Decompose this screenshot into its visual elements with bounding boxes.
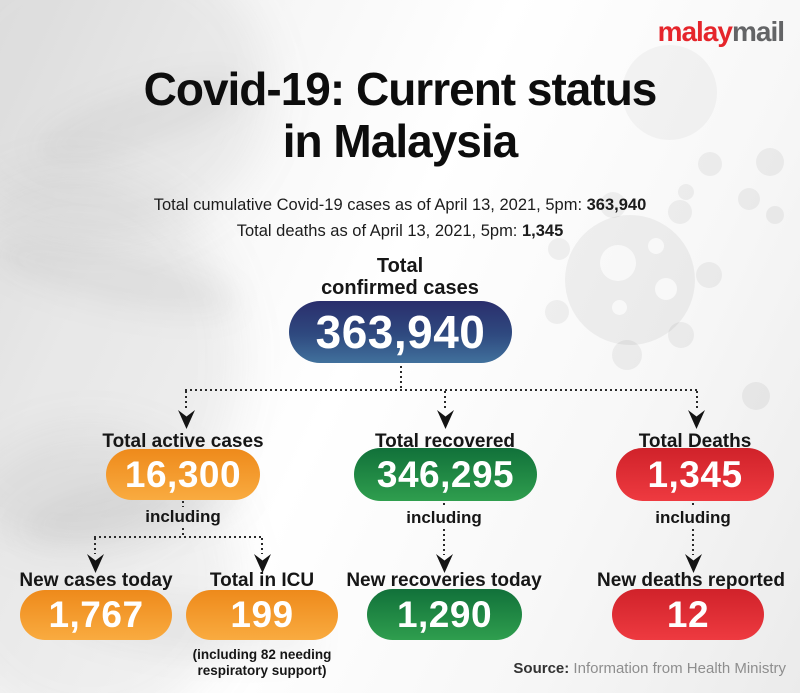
logo-malay-text: malay bbox=[657, 16, 733, 47]
connector-recovered-stem bbox=[444, 391, 446, 410]
virus-watermark-dot bbox=[766, 206, 784, 224]
subtitle-line-1: Total cumulative Covid-19 cases as of Ap… bbox=[50, 196, 750, 215]
new-cases-today-pill: 1,767 bbox=[20, 590, 172, 640]
total-deaths-pill: 1,345 bbox=[616, 448, 774, 501]
connector-active-stem bbox=[185, 391, 187, 410]
total-in-icu-pill: 199 bbox=[186, 590, 338, 640]
virus-watermark-dot bbox=[738, 188, 760, 210]
virus-watermark-spike bbox=[668, 200, 692, 224]
connector-new-cases-stem bbox=[94, 538, 96, 554]
icu-note-line-1: (including 82 needing bbox=[192, 647, 332, 662]
arrow-down-icon bbox=[437, 410, 454, 429]
connector-active-including-b bbox=[182, 528, 184, 538]
new-recoveries-today-label: New recoveries today bbox=[346, 570, 542, 591]
virus-watermark-spike bbox=[548, 238, 570, 260]
total-active-cases-label: Total active cases bbox=[102, 431, 264, 452]
connector-branch-rail bbox=[185, 389, 698, 391]
total-recovered-value: 346,295 bbox=[376, 453, 515, 495]
total-active-cases-value: 16,300 bbox=[124, 453, 242, 495]
source-credit: Source: Information from Health Ministry bbox=[513, 660, 786, 677]
virus-watermark-dot bbox=[678, 184, 694, 200]
new-recoveries-today-pill: 1,290 bbox=[367, 589, 522, 640]
title-line-1: Covid-19: Current status bbox=[143, 63, 658, 115]
icu-note: (including 82 needing respiratory support… bbox=[172, 647, 352, 679]
new-deaths-reported-today-pill: 12 bbox=[612, 589, 764, 640]
page-title: Covid-19: Current status in Malaysia bbox=[50, 63, 750, 167]
connector-recovered-including-a bbox=[443, 503, 445, 508]
arrow-down-icon bbox=[688, 410, 705, 429]
total-confirmed-cases-pill: 363,940 bbox=[289, 301, 512, 363]
subtitle-line-1-value: 363,940 bbox=[586, 196, 647, 214]
total-active-cases-pill: 16,300 bbox=[106, 449, 260, 500]
virus-watermark-pore bbox=[600, 245, 636, 281]
total-deaths-value: 1,345 bbox=[647, 453, 743, 495]
subtitle-line-2-value: 1,345 bbox=[521, 222, 564, 240]
connector-deaths-including-b bbox=[692, 529, 694, 555]
recovered-including-label: including bbox=[406, 508, 482, 527]
connector-recovered-including-b bbox=[443, 529, 445, 555]
total-confirmed-cases-label: Total confirmed cases bbox=[250, 255, 550, 299]
title-line-2: in Malaysia bbox=[282, 114, 518, 167]
connector-deaths-including-a bbox=[692, 503, 694, 508]
total-confirmed-label-line-1: Total bbox=[376, 255, 424, 277]
virus-watermark-dot bbox=[756, 148, 784, 176]
connector-active-split-rail bbox=[94, 536, 263, 538]
subtitle-line-2: Total deaths as of April 13, 2021, 5pm: … bbox=[50, 222, 750, 241]
virus-watermark-spike bbox=[612, 340, 642, 370]
icu-note-line-2: respiratory support) bbox=[197, 663, 327, 679]
connector-root-stem bbox=[400, 366, 402, 389]
connector-icu-stem bbox=[261, 538, 263, 554]
total-recovered-pill: 346,295 bbox=[354, 448, 537, 501]
virus-watermark-dot bbox=[742, 382, 770, 410]
virus-watermark-pore bbox=[612, 300, 627, 315]
total-confirmed-label-line-2: confirmed cases bbox=[321, 277, 479, 299]
total-in-icu-value: 199 bbox=[230, 594, 294, 635]
total-in-icu-label: Total in ICU bbox=[209, 570, 315, 591]
active-including-label: including bbox=[145, 507, 221, 526]
total-deaths-label: Total Deaths bbox=[638, 431, 752, 452]
logo-mail-text: mail bbox=[731, 16, 785, 47]
new-cases-today-label: New cases today bbox=[19, 570, 173, 591]
deaths-including-label: including bbox=[655, 508, 731, 527]
virus-watermark-pore bbox=[648, 238, 664, 254]
source-text: Information from Health Ministry bbox=[569, 660, 786, 677]
connector-active-including-a bbox=[182, 501, 184, 507]
new-recoveries-today-value: 1,290 bbox=[396, 593, 493, 635]
subtitle-line-1-text: Total cumulative Covid-19 cases as of Ap… bbox=[153, 196, 587, 214]
virus-watermark-spike bbox=[600, 192, 626, 218]
virus-watermark-spike bbox=[545, 300, 569, 324]
source-label: Source: bbox=[513, 660, 570, 677]
connector-deaths-stem bbox=[696, 391, 698, 410]
virus-watermark-spike bbox=[668, 322, 694, 348]
new-cases-today-value: 1,767 bbox=[48, 594, 144, 635]
malaymail-logo: malaymail bbox=[657, 16, 785, 48]
virus-watermark-pore bbox=[655, 278, 677, 300]
total-confirmed-cases-value: 363,940 bbox=[315, 306, 486, 358]
subtitle-line-2-text: Total deaths as of April 13, 2021, 5pm: bbox=[236, 222, 522, 240]
virus-watermark-dot bbox=[698, 152, 722, 176]
new-deaths-reported-today-value: 12 bbox=[666, 593, 710, 635]
total-recovered-label: Total recovered bbox=[374, 431, 516, 452]
virus-watermark-spike bbox=[696, 262, 722, 288]
